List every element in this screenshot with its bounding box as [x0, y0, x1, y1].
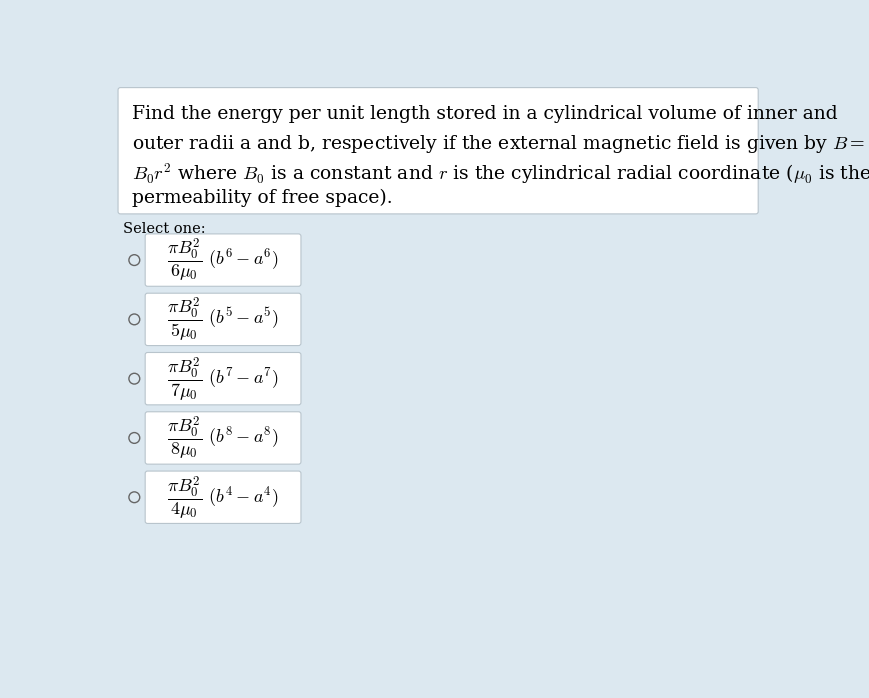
Text: $\dfrac{\pi B_0^2}{8\mu_0}$ $(b^8 - a^8)$: $\dfrac{\pi B_0^2}{8\mu_0}$ $(b^8 - a^8)… [167, 415, 279, 461]
Text: Select one:: Select one: [123, 223, 205, 237]
FancyBboxPatch shape [145, 471, 301, 524]
Text: Find the energy per unit length stored in a cylindrical volume of inner and: Find the energy per unit length stored i… [132, 105, 837, 124]
FancyBboxPatch shape [145, 412, 301, 464]
Text: $B_0r^2$ where $B_0$ is a constant and $r$ is the cylindrical radial coordinate : $B_0r^2$ where $B_0$ is a constant and $… [132, 161, 869, 186]
Text: outer radii a and b, respectively if the external magnetic field is given by $B : outer radii a and b, respectively if the… [132, 133, 865, 155]
Text: $\dfrac{\pi B_0^2}{7\mu_0}$ $(b^7 - a^7)$: $\dfrac{\pi B_0^2}{7\mu_0}$ $(b^7 - a^7)… [167, 355, 279, 403]
Text: permeability of free space).: permeability of free space). [132, 188, 392, 207]
FancyBboxPatch shape [145, 352, 301, 405]
FancyBboxPatch shape [118, 88, 757, 214]
Text: $\dfrac{\pi B_0^2}{4\mu_0}$ $(b^4 - a^4)$: $\dfrac{\pi B_0^2}{4\mu_0}$ $(b^4 - a^4)… [167, 474, 279, 521]
Text: $\dfrac{\pi B_0^2}{5\mu_0}$ $(b^5 - a^5)$: $\dfrac{\pi B_0^2}{5\mu_0}$ $(b^5 - a^5)… [167, 295, 279, 343]
FancyBboxPatch shape [145, 234, 301, 286]
Text: $\dfrac{\pi B_0^2}{6\mu_0}$ $(b^6 - a^6)$: $\dfrac{\pi B_0^2}{6\mu_0}$ $(b^6 - a^6)… [167, 237, 279, 283]
FancyBboxPatch shape [145, 293, 301, 346]
